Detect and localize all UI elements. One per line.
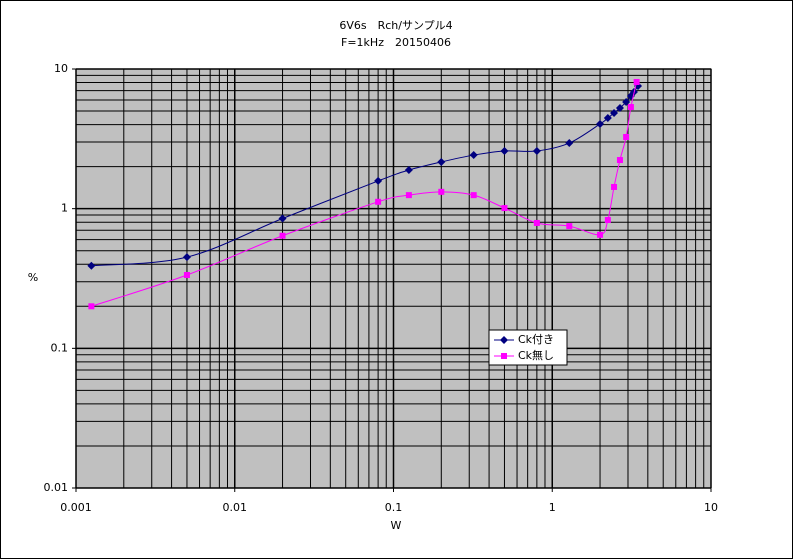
- marker: [633, 79, 640, 86]
- marker: [88, 303, 95, 310]
- legend-label: Ck付き: [518, 333, 554, 346]
- marker: [616, 157, 623, 164]
- marker: [603, 113, 612, 122]
- marker: [501, 353, 507, 359]
- marker: [375, 198, 382, 205]
- chart-title: 6V6s Rch/サンプル4: [339, 19, 452, 32]
- marker: [566, 223, 573, 230]
- marker: [374, 176, 383, 185]
- marker: [437, 157, 446, 166]
- y-tick-label: 1: [61, 202, 68, 215]
- marker: [610, 109, 619, 118]
- marker: [183, 272, 190, 279]
- marker: [623, 133, 630, 140]
- marker: [87, 261, 96, 270]
- marker: [470, 192, 477, 199]
- y-axis-label: %: [28, 271, 38, 284]
- y-tick-label: 0.1: [51, 341, 69, 354]
- legend: Ck付き Ck無し: [488, 329, 568, 366]
- marker: [565, 139, 574, 148]
- marker: [405, 192, 412, 199]
- plot-border: [75, 68, 712, 489]
- marker: [532, 146, 541, 155]
- marker: [597, 231, 604, 238]
- x-tick-label: 0.1: [385, 501, 403, 514]
- x-tick-label: 1: [549, 501, 556, 514]
- y-tick-label: 0.01: [44, 481, 69, 494]
- marker: [279, 232, 286, 239]
- marker: [501, 205, 508, 212]
- marker: [404, 166, 413, 175]
- x-tick-label: 0.001: [60, 501, 92, 514]
- marker: [627, 104, 634, 111]
- x-axis-label: W: [391, 519, 402, 532]
- marker: [622, 98, 631, 107]
- marker: [278, 214, 287, 223]
- marker: [533, 219, 540, 226]
- marker: [596, 119, 605, 128]
- chart-subtitle: F=1kHz 20150406: [341, 36, 451, 49]
- marker: [438, 188, 445, 195]
- x-tick-label: 0.01: [223, 501, 248, 514]
- marker: [615, 103, 624, 112]
- y-tick-label: 10: [54, 62, 68, 75]
- marker: [604, 216, 611, 223]
- x-tick-label: 10: [704, 501, 718, 514]
- marker: [500, 146, 509, 155]
- marker: [182, 253, 191, 262]
- legend-label: Ck無し: [518, 348, 554, 362]
- marker: [469, 151, 478, 160]
- marker: [500, 336, 508, 344]
- marker: [611, 183, 618, 190]
- legend-box: [488, 329, 568, 366]
